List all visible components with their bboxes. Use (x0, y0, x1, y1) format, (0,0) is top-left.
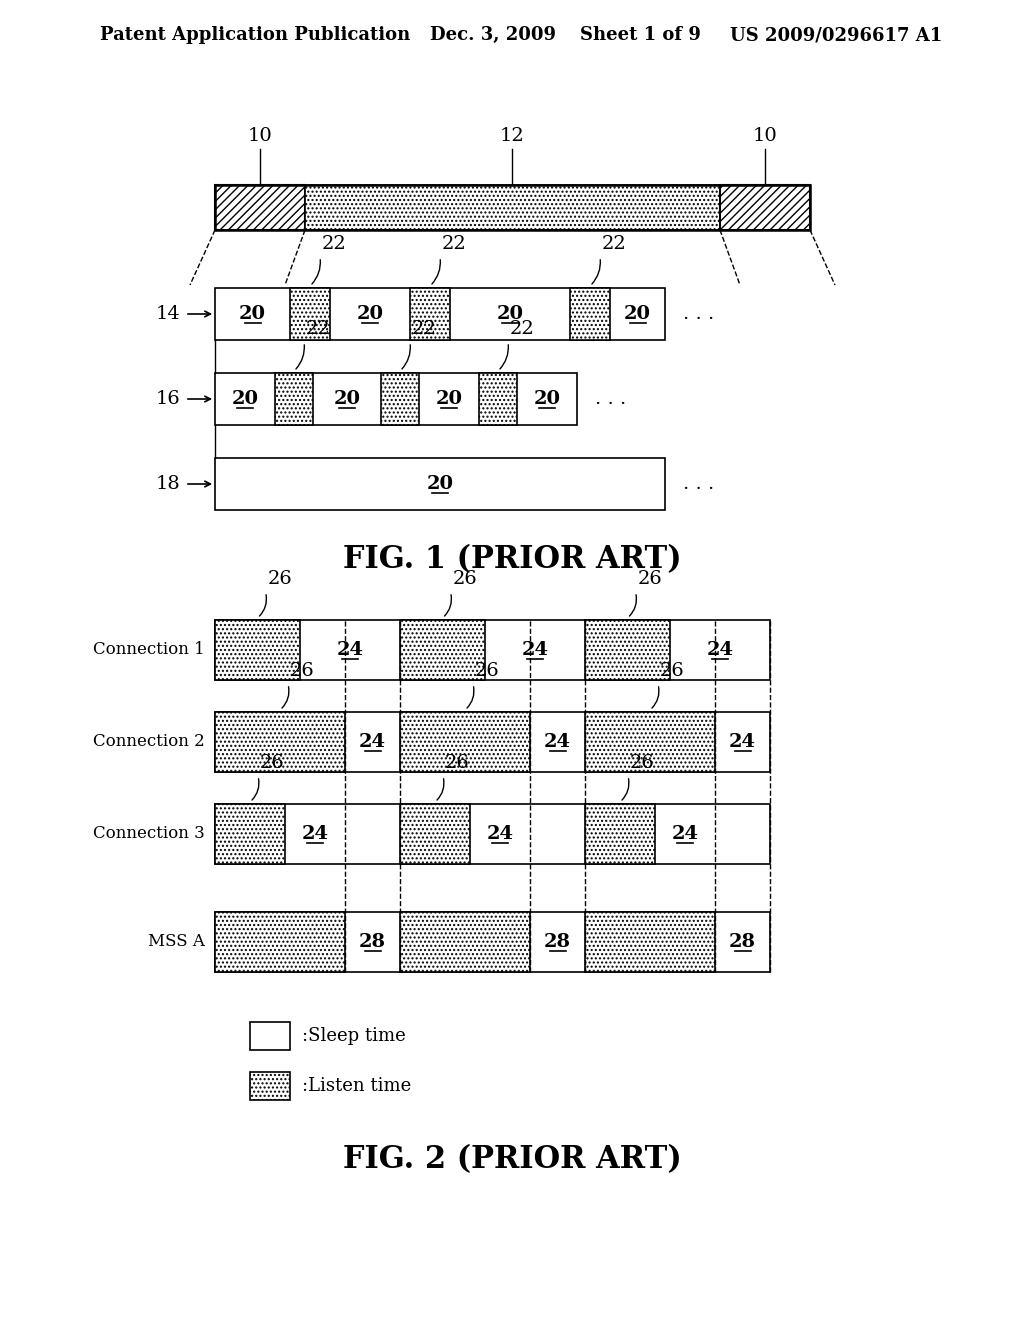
Bar (215, 912, 770, 972)
Text: 24: 24 (707, 642, 733, 659)
Text: Connection 2: Connection 2 (93, 734, 205, 751)
Bar (215, 804, 770, 865)
Bar (215, 620, 770, 680)
Text: :Listen time: :Listen time (302, 1077, 412, 1096)
Bar (479, 374, 517, 425)
Text: 22: 22 (602, 235, 627, 253)
Bar (400, 711, 530, 772)
Bar (410, 288, 450, 341)
Text: 24: 24 (544, 733, 571, 751)
Bar (570, 288, 610, 341)
Text: US 2009/0296617 A1: US 2009/0296617 A1 (730, 26, 942, 44)
Text: 10: 10 (753, 127, 777, 145)
Text: 20: 20 (334, 389, 360, 408)
Text: 26: 26 (475, 663, 500, 680)
Bar (215, 804, 285, 865)
Bar (400, 912, 530, 972)
Text: 22: 22 (442, 235, 467, 253)
Text: 28: 28 (544, 933, 571, 950)
Bar (215, 711, 770, 772)
Text: 26: 26 (290, 663, 314, 680)
Text: 28: 28 (359, 933, 386, 950)
Bar (250, 1072, 290, 1100)
Text: 20: 20 (239, 305, 266, 323)
Text: Connection 3: Connection 3 (93, 825, 205, 842)
Text: FIG. 2 (PRIOR ART): FIG. 2 (PRIOR ART) (343, 1144, 681, 1176)
Text: 22: 22 (306, 319, 331, 338)
Text: 10: 10 (248, 127, 272, 145)
Text: . . .: . . . (683, 475, 715, 492)
Bar (305, 185, 720, 230)
Text: 20: 20 (356, 305, 384, 323)
Text: Dec. 3, 2009: Dec. 3, 2009 (430, 26, 556, 44)
Text: FIG. 1 (PRIOR ART): FIG. 1 (PRIOR ART) (343, 544, 681, 576)
Text: . . .: . . . (683, 305, 715, 323)
Text: 20: 20 (435, 389, 463, 408)
Text: 26: 26 (638, 570, 663, 587)
Text: 26: 26 (453, 570, 477, 587)
Text: Connection 1: Connection 1 (93, 642, 205, 659)
Text: 26: 26 (445, 754, 470, 772)
Text: 12: 12 (500, 127, 524, 145)
Bar (215, 620, 300, 680)
Text: 24: 24 (301, 825, 329, 843)
Text: 24: 24 (521, 642, 549, 659)
Text: 24: 24 (672, 825, 698, 843)
Text: 24: 24 (486, 825, 513, 843)
Bar (215, 912, 345, 972)
Text: 26: 26 (267, 570, 292, 587)
Text: 22: 22 (412, 319, 437, 338)
Text: 20: 20 (624, 305, 651, 323)
Text: 20: 20 (427, 475, 454, 492)
Text: MSS A: MSS A (148, 933, 205, 950)
Bar (585, 912, 715, 972)
Text: 22: 22 (322, 235, 347, 253)
Bar (400, 620, 485, 680)
Bar (381, 374, 419, 425)
Text: Patent Application Publication: Patent Application Publication (100, 26, 411, 44)
Text: 28: 28 (729, 933, 756, 950)
Bar (215, 288, 665, 341)
Bar (290, 288, 330, 341)
Text: 20: 20 (231, 389, 258, 408)
Text: 14: 14 (156, 305, 180, 323)
Bar (275, 374, 313, 425)
Bar (215, 458, 665, 510)
Bar (585, 804, 655, 865)
Bar (215, 185, 810, 230)
Bar (585, 620, 670, 680)
Bar (215, 374, 577, 425)
Text: 26: 26 (260, 754, 285, 772)
Text: 26: 26 (660, 663, 685, 680)
Bar (400, 804, 470, 865)
Bar (215, 185, 305, 230)
Text: 24: 24 (337, 642, 364, 659)
Text: 24: 24 (729, 733, 756, 751)
Text: 26: 26 (630, 754, 654, 772)
Text: Sheet 1 of 9: Sheet 1 of 9 (580, 26, 700, 44)
Text: :Sleep time: :Sleep time (302, 1027, 406, 1045)
Bar (215, 711, 345, 772)
Text: 18: 18 (156, 475, 180, 492)
Bar (585, 711, 715, 772)
Text: 20: 20 (497, 305, 523, 323)
Text: 20: 20 (534, 389, 560, 408)
Text: . . .: . . . (595, 389, 627, 408)
Bar (250, 1022, 290, 1049)
Text: 24: 24 (359, 733, 386, 751)
Bar (720, 185, 810, 230)
Text: 16: 16 (156, 389, 180, 408)
Text: 22: 22 (510, 319, 535, 338)
